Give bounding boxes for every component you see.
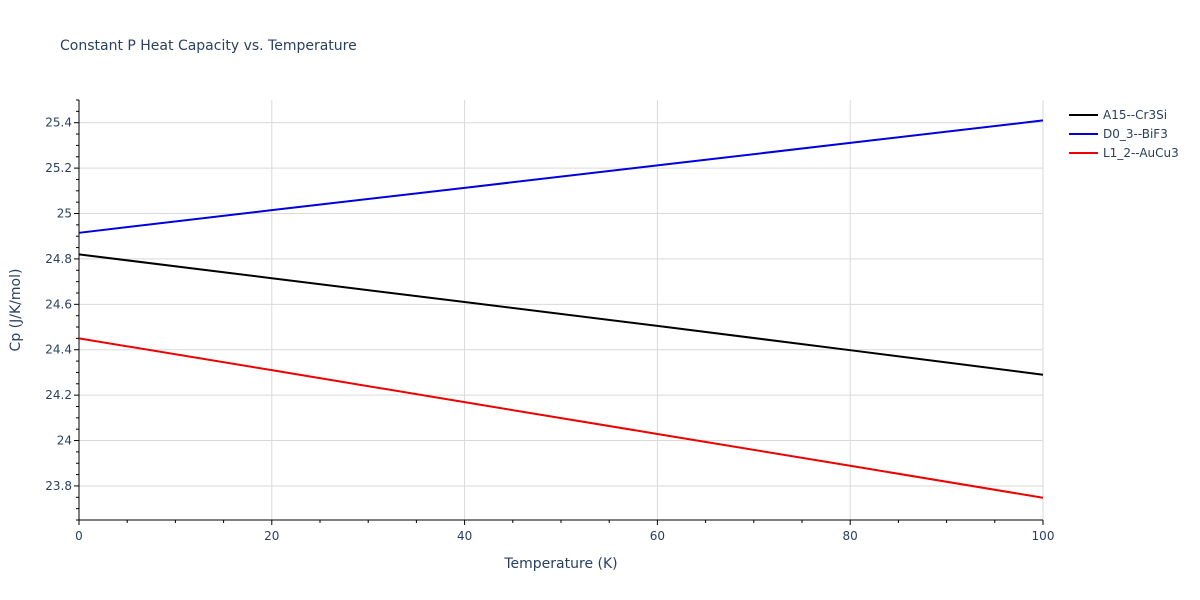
- grid-layer: [79, 100, 1044, 520]
- y-tick-label: 24.8: [45, 252, 72, 266]
- x-tick-label: 40: [457, 529, 472, 543]
- series-layer: [78, 119, 1044, 499]
- legend: A15--Cr3Si D0_3--BiF3 L1_2--AuCu3: [1069, 108, 1179, 160]
- legend-label: D0_3--BiF3: [1103, 127, 1168, 141]
- y-tick-label: 23.8: [45, 479, 72, 493]
- legend-label: A15--Cr3Si: [1103, 108, 1167, 122]
- y-tick-label: 25: [57, 207, 72, 221]
- series-line-l1-2-aucu3: [78, 337, 1044, 499]
- x-tick-label: 20: [264, 529, 279, 543]
- y-tick-label: 24.4: [45, 343, 72, 357]
- x-tick-label: 0: [75, 529, 83, 543]
- axes-layer: 0 20 40 60 80 100 23.8 24 24.2 24.4 24.6 24.8 25 25.2…: [45, 99, 1055, 543]
- legend-label: L1_2--AuCu3: [1103, 146, 1179, 160]
- y-tick-label: 25.2: [45, 161, 72, 175]
- y-axis-title: Cp (J/K/mol): [8, 269, 24, 352]
- x-tick-label: 80: [843, 529, 858, 543]
- series-line-a15-cr3si: [78, 253, 1044, 376]
- x-axis-title: Temperature (K): [503, 556, 617, 572]
- series-line-d0-3-bif3: [78, 119, 1044, 234]
- y-tick-label: 24: [57, 434, 72, 448]
- x-tick-label: 60: [650, 529, 665, 543]
- y-tick-label: 24.6: [45, 297, 72, 311]
- y-tick-label: 25.4: [45, 116, 72, 130]
- chart-title: Constant P Heat Capacity vs. Temperature: [60, 38, 357, 54]
- y-tick-label: 24.2: [45, 388, 72, 402]
- x-tick-label: 100: [1032, 529, 1055, 543]
